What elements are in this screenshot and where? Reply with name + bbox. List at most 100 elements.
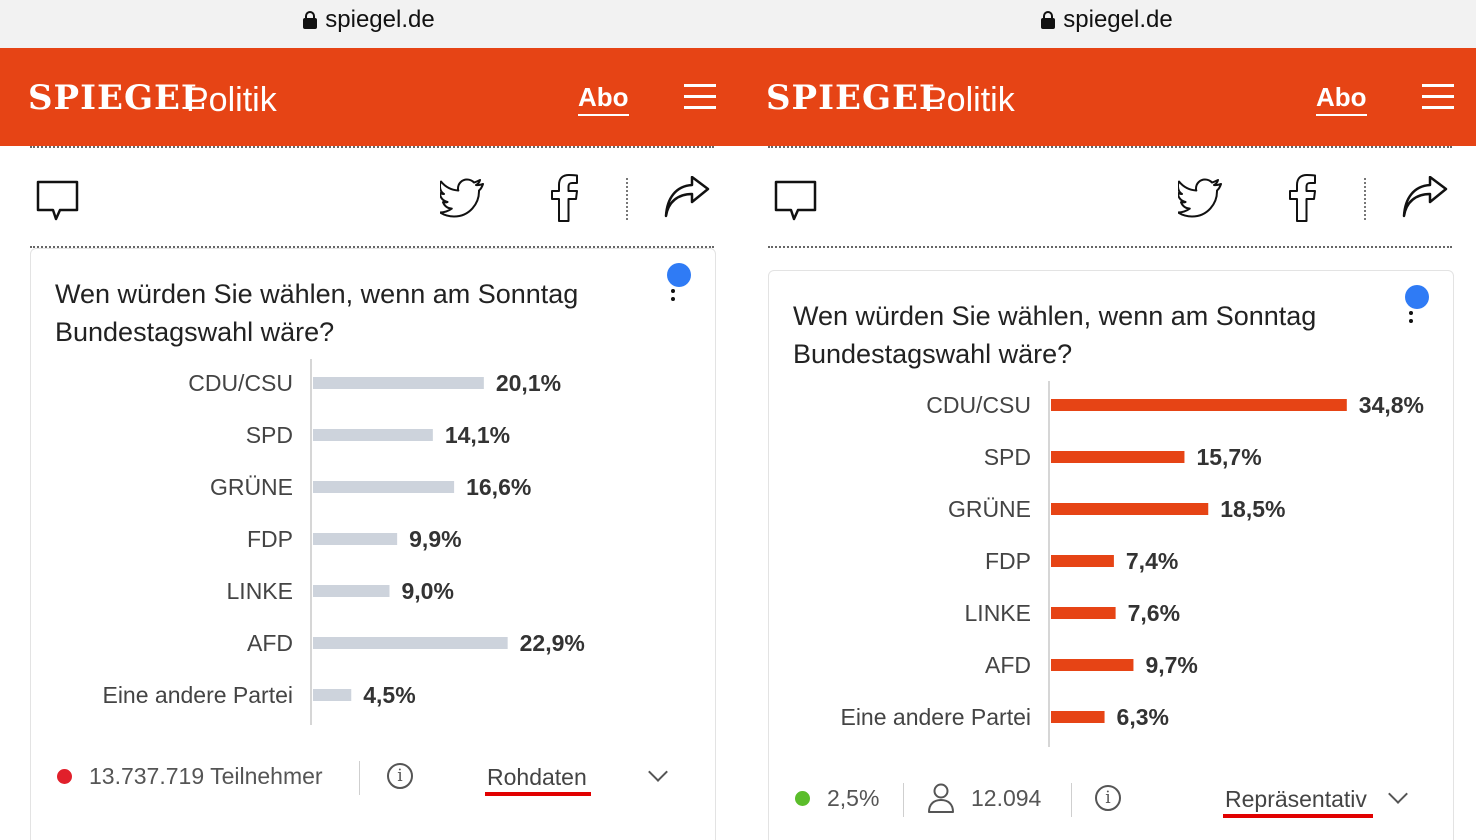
- more-options-icon[interactable]: [1409, 311, 1413, 327]
- poll-bar-chart: CDU/CSU 20,1% SPD 14,1% GRÜNE 16,6% FDP 9,9% LIN…: [102, 359, 585, 725]
- divider: [768, 146, 1452, 148]
- poll-panel-raw: spiegel.de SPIEGEL Politik Abo Wen würde…: [0, 0, 738, 840]
- bar: [313, 533, 398, 545]
- mode-toggle[interactable]: Repräsentativ: [1225, 786, 1367, 812]
- chevron-down-icon[interactable]: [648, 762, 668, 782]
- share-icon[interactable]: [664, 176, 710, 218]
- site-header: SPIEGEL Politik Abo: [0, 48, 738, 146]
- browser-url-bar[interactable]: spiegel.de: [0, 0, 738, 48]
- section-title[interactable]: Politik: [186, 81, 277, 119]
- category-label: GRÜNE: [210, 474, 293, 500]
- notification-dot: [1405, 285, 1429, 309]
- value-label: 34,8%: [1359, 392, 1424, 418]
- divider: [30, 246, 714, 248]
- value-label: 4,5%: [363, 682, 415, 708]
- category-label: Eine andere Partei: [840, 704, 1031, 730]
- value-label: 7,4%: [1126, 548, 1178, 574]
- abo-link[interactable]: Abo: [1316, 82, 1367, 116]
- category-label: CDU/CSU: [926, 392, 1031, 418]
- bar: [1051, 503, 1209, 515]
- share-icon[interactable]: [1402, 176, 1448, 218]
- mode-underline: [485, 792, 591, 796]
- value-label: 20,1%: [496, 370, 561, 396]
- poll-question: Wen würden Sie wählen, wenn am Sonntag B…: [793, 301, 1317, 369]
- more-options-icon[interactable]: [671, 289, 675, 305]
- bar: [313, 585, 390, 597]
- vertical-divider: [626, 178, 628, 220]
- poll-panel-representative: spiegel.de SPIEGEL Politik Abo Wen würde…: [738, 0, 1476, 840]
- category-label: Eine andere Partei: [102, 682, 293, 708]
- bar: [313, 377, 484, 389]
- bar: [313, 429, 433, 441]
- mode-toggle[interactable]: Rohdaten: [487, 764, 587, 790]
- category-label: AFD: [985, 652, 1031, 678]
- spiegel-logo[interactable]: SPIEGEL: [766, 78, 944, 118]
- value-label: 6,3%: [1117, 704, 1169, 730]
- category-label: AFD: [247, 630, 293, 656]
- footer-separator: [359, 761, 360, 795]
- participant-count: 13.737.719 Teilnehmer: [89, 763, 323, 789]
- respondent-count: 12.094: [971, 785, 1042, 811]
- bar: [1051, 399, 1347, 411]
- menu-icon[interactable]: [1422, 84, 1454, 110]
- bar: [1051, 659, 1134, 671]
- category-label: LINKE: [965, 600, 1031, 626]
- value-label: 14,1%: [445, 422, 510, 448]
- poll-bar-chart: CDU/CSU 34,8% SPD 15,7% GRÜNE 18,5% FDP 7,4% LIN…: [840, 381, 1424, 747]
- bar: [1051, 607, 1116, 619]
- category-label: GRÜNE: [948, 496, 1031, 522]
- bar: [313, 689, 352, 701]
- divider: [30, 146, 714, 148]
- category-label: CDU/CSU: [188, 370, 293, 396]
- person-icon: [928, 783, 954, 813]
- site-header: SPIEGEL Politik Abo: [738, 48, 1476, 146]
- poll-question: Wen würden Sie wählen, wenn am Sonntag B…: [55, 279, 579, 347]
- value-label: 16,6%: [466, 474, 531, 500]
- info-icon[interactable]: i: [387, 763, 413, 789]
- value-label: 9,0%: [402, 578, 454, 604]
- error-margin: 2,5%: [827, 785, 880, 811]
- lock-icon: [303, 11, 318, 29]
- footer-separator: [903, 783, 904, 817]
- value-label: 15,7%: [1196, 444, 1261, 470]
- value-label: 18,5%: [1220, 496, 1285, 522]
- poll-card: Wen würden Sie wählen, wenn am Sonntag B…: [768, 270, 1454, 840]
- facebook-icon[interactable]: [1288, 174, 1318, 222]
- facebook-icon[interactable]: [550, 174, 580, 222]
- url-text: spiegel.de: [1063, 6, 1173, 33]
- value-label: 9,7%: [1145, 652, 1197, 678]
- status-dot: [795, 791, 810, 806]
- twitter-icon[interactable]: [440, 178, 486, 218]
- value-label: 22,9%: [520, 630, 585, 656]
- vertical-divider: [1364, 178, 1366, 220]
- bar: [1051, 555, 1114, 567]
- info-icon[interactable]: i: [1095, 785, 1121, 811]
- notification-dot: [667, 263, 691, 287]
- category-label: FDP: [247, 526, 293, 552]
- url-text: spiegel.de: [325, 6, 435, 33]
- divider: [768, 246, 1452, 248]
- poll-card: Wen würden Sie wählen, wenn am Sonntag B…: [30, 248, 716, 840]
- footer-separator: [1071, 783, 1072, 817]
- browser-url-bar[interactable]: spiegel.de: [738, 0, 1476, 48]
- category-label: SPD: [984, 444, 1031, 470]
- bar: [313, 637, 508, 649]
- lock-icon: [1041, 11, 1056, 29]
- comment-icon[interactable]: [36, 180, 80, 222]
- bar: [313, 481, 455, 493]
- value-label: 7,6%: [1128, 600, 1180, 626]
- mode-underline: [1223, 814, 1373, 818]
- abo-link[interactable]: Abo: [578, 82, 629, 116]
- bar: [1051, 451, 1185, 463]
- spiegel-logo[interactable]: SPIEGEL: [28, 78, 206, 118]
- bar: [1051, 711, 1105, 723]
- category-label: LINKE: [227, 578, 293, 604]
- chevron-down-icon[interactable]: [1388, 784, 1408, 804]
- menu-icon[interactable]: [684, 84, 716, 110]
- category-label: FDP: [985, 548, 1031, 574]
- twitter-icon[interactable]: [1178, 178, 1224, 218]
- comment-icon[interactable]: [774, 180, 818, 222]
- category-label: SPD: [246, 422, 293, 448]
- value-label: 9,9%: [409, 526, 461, 552]
- section-title[interactable]: Politik: [924, 81, 1015, 119]
